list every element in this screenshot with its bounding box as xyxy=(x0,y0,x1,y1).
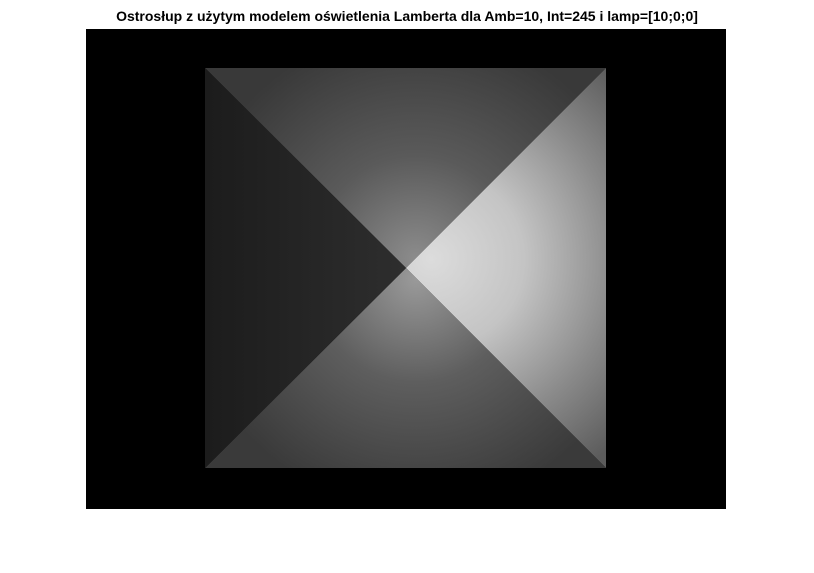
render-axes xyxy=(86,29,726,509)
pyramid-render xyxy=(205,68,606,468)
pyramid-face-bottom xyxy=(205,268,606,468)
pyramid-face-right xyxy=(406,68,606,468)
pyramid-face-left xyxy=(205,68,406,468)
figure-title: Ostrosłup z użytym modelem oświetlenia L… xyxy=(116,8,698,24)
pyramid-face-top xyxy=(205,68,606,268)
